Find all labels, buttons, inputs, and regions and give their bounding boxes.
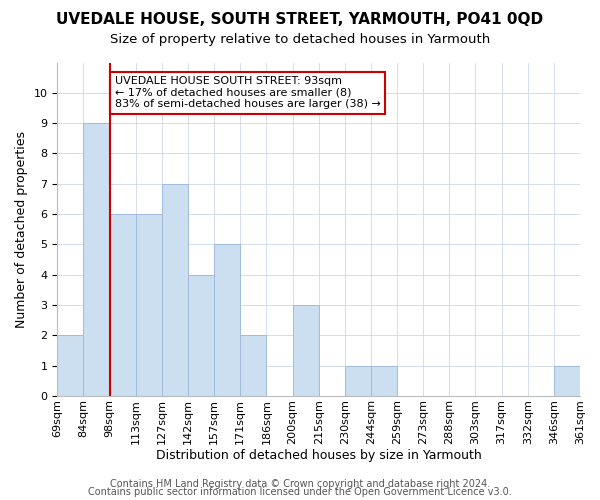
Bar (57, 336, 83, 396)
Bar (162, 184, 188, 396)
Bar (214, 244, 240, 396)
Bar (293, 305, 319, 396)
Text: UVEDALE HOUSE SOUTH STREET: 93sqm
← 17% of detached houses are smaller (8)
83% o: UVEDALE HOUSE SOUTH STREET: 93sqm ← 17% … (115, 76, 380, 110)
Bar (345, 366, 371, 396)
Bar (554, 366, 580, 396)
Bar (240, 336, 266, 396)
Bar (136, 214, 162, 396)
X-axis label: Distribution of detached houses by size in Yarmouth: Distribution of detached houses by size … (156, 450, 482, 462)
Text: UVEDALE HOUSE, SOUTH STREET, YARMOUTH, PO41 0QD: UVEDALE HOUSE, SOUTH STREET, YARMOUTH, P… (56, 12, 544, 28)
Bar (188, 275, 214, 396)
Text: Contains public sector information licensed under the Open Government Licence v3: Contains public sector information licen… (88, 487, 512, 497)
Y-axis label: Number of detached properties: Number of detached properties (15, 131, 28, 328)
Bar (83, 123, 110, 396)
Text: Size of property relative to detached houses in Yarmouth: Size of property relative to detached ho… (110, 32, 490, 46)
Bar (110, 214, 136, 396)
Text: Contains HM Land Registry data © Crown copyright and database right 2024.: Contains HM Land Registry data © Crown c… (110, 479, 490, 489)
Bar (371, 366, 397, 396)
